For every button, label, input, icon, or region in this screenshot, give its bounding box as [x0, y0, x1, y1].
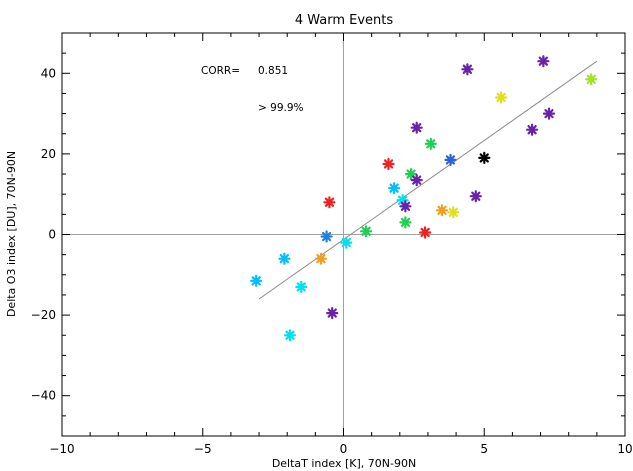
- data-point: [537, 55, 550, 68]
- data-point: [405, 168, 418, 181]
- y-tick-label: −20: [31, 308, 56, 322]
- y-tick-labels: −40 −20 0 20 40: [31, 66, 56, 402]
- data-point: [478, 151, 491, 164]
- data-point: [320, 230, 333, 243]
- data-point: [399, 216, 412, 229]
- corr-label: CORR=: [201, 65, 240, 77]
- data-point: [435, 204, 449, 217]
- data-point: [585, 73, 598, 86]
- y-tick-label: 20: [41, 147, 56, 161]
- data-point: [410, 121, 423, 134]
- y-tick-label: 0: [48, 228, 56, 242]
- x-axis-label: DeltaT index [K], 70N-90N: [272, 457, 416, 470]
- data-point: [283, 329, 297, 342]
- data-point: [444, 153, 457, 166]
- significance-label: > 99.9%: [258, 102, 304, 114]
- data-point: [382, 157, 395, 171]
- data-point: [326, 307, 339, 320]
- x-tick-label: 0: [340, 442, 348, 456]
- data-point: [461, 63, 474, 76]
- data-point: [447, 206, 460, 219]
- data-point: [323, 196, 336, 209]
- y-axis-label: Delta O3 index [DU], 70N-90N: [5, 151, 18, 317]
- y-tick-label: −40: [31, 389, 56, 403]
- data-point: [399, 200, 412, 213]
- data-point: [295, 280, 308, 293]
- data-point: [388, 182, 401, 195]
- data-point: [419, 226, 432, 239]
- x-tick-labels: −10 −5 0 5 10: [49, 442, 632, 456]
- corr-value: 0.851: [258, 65, 288, 77]
- chart-title: 4 Warm Events: [295, 13, 394, 28]
- data-point: [542, 107, 556, 120]
- axis-ticks: [61, 32, 626, 437]
- data-point: [340, 236, 353, 249]
- y-tick-label: 40: [41, 66, 56, 80]
- data-point: [469, 190, 482, 203]
- data-point: [410, 174, 423, 187]
- data-point: [359, 225, 373, 238]
- data-points: [250, 55, 598, 342]
- data-point: [314, 252, 328, 265]
- data-point: [526, 123, 539, 136]
- data-point: [396, 194, 409, 207]
- x-tick-label: 10: [617, 442, 632, 456]
- x-tick-label: 5: [480, 442, 488, 456]
- data-point: [250, 274, 263, 287]
- data-point: [495, 91, 508, 104]
- zero-lines: [62, 33, 625, 436]
- data-point: [278, 252, 291, 265]
- x-tick-label: −5: [194, 442, 212, 456]
- x-tick-label: −10: [49, 442, 74, 456]
- data-point: [424, 137, 437, 150]
